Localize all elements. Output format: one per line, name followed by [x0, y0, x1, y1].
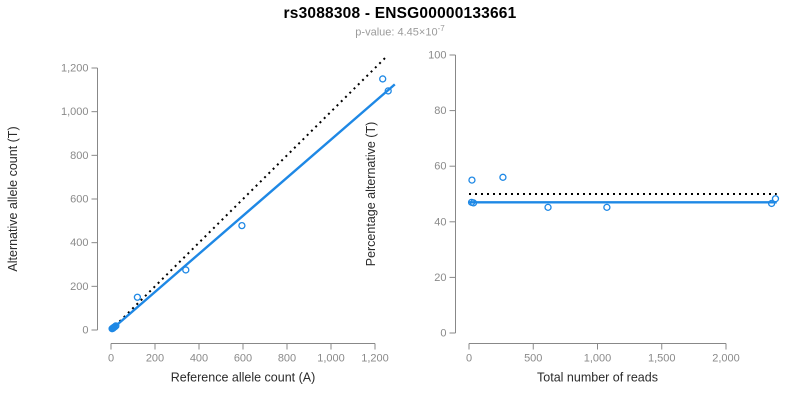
data-point [111, 323, 119, 331]
y-tick-label: 1,200 [61, 63, 89, 75]
y-tick-label: 400 [70, 237, 88, 249]
data-point [133, 293, 142, 301]
data-point [112, 322, 120, 330]
y-tick-label: 0 [82, 325, 88, 337]
x-tick-label: 1,200 [361, 353, 389, 365]
data-point [767, 199, 776, 208]
data-point [469, 199, 478, 207]
data-point [182, 266, 190, 274]
data-point [379, 75, 387, 83]
x-tick-label: 200 [146, 353, 164, 365]
y-axis: 0 200 400 600 800 1,000 1,200 [61, 63, 98, 337]
data-point [384, 87, 392, 95]
chart-subtitle: p-value: 4.45×10-7 [0, 24, 800, 39]
y-tick-label: 40 [434, 216, 446, 228]
right-plot: 0 20 40 60 80 100 0 500 1,000 1,500 2,000 Total num… [364, 50, 780, 385]
data-point [771, 195, 780, 203]
y-tick-label: 1,000 [61, 106, 89, 118]
data-point [468, 176, 476, 184]
y-tick-label: 600 [70, 194, 88, 206]
y-tick-label: 20 [434, 272, 446, 284]
x-tick-label: 400 [190, 353, 208, 365]
left-plot: 0 200 400 600 800 1,000 1,200 0 200 400 600 800 1,00… [6, 56, 396, 385]
x-tick-label: 500 [524, 353, 542, 365]
data-points [108, 75, 392, 333]
x-tick-label: 800 [278, 353, 296, 365]
data-point [499, 173, 507, 181]
y-tick-label: 800 [70, 150, 88, 162]
x-tick-label: 600 [234, 353, 252, 365]
y-tick-label: 200 [70, 281, 88, 293]
chart-title: rs3088308 - ENSG00000133661 [283, 5, 517, 22]
fit-line [110, 83, 396, 331]
y-axis-title: Alternative allele count (T) [6, 126, 20, 271]
data-point [238, 221, 246, 230]
pvalue-text: p-value: 4.45×10 [355, 26, 438, 39]
x-tick-label: 1,000 [584, 353, 612, 365]
pvalue-exponent: -7 [437, 24, 445, 33]
x-axis: 0 500 1,000 1,500 2,000 [466, 343, 740, 365]
x-axis-title: Total number of reads [537, 371, 658, 385]
data-point [544, 203, 552, 211]
y-tick-label: 80 [434, 105, 446, 117]
y-axis-title: Percentage alternative (T) [364, 122, 378, 267]
y-tick-label: 100 [428, 50, 446, 62]
x-tick-label: 0 [466, 353, 472, 365]
y-tick-label: 60 [434, 161, 446, 173]
x-tick-label: 2,000 [712, 353, 740, 365]
identity-line [110, 56, 387, 331]
data-points [467, 173, 780, 211]
x-tick-label: 1,500 [648, 353, 676, 365]
x-tick-label: 0 [108, 353, 114, 365]
data-point [603, 203, 611, 211]
y-tick-label: 0 [440, 328, 446, 340]
x-axis-title: Reference allele count (A) [171, 371, 316, 385]
x-tick-label: 1,000 [317, 353, 345, 365]
y-axis: 0 20 40 60 80 100 [428, 50, 456, 340]
x-axis: 0 200 400 600 800 1,000 1,200 [108, 343, 389, 365]
